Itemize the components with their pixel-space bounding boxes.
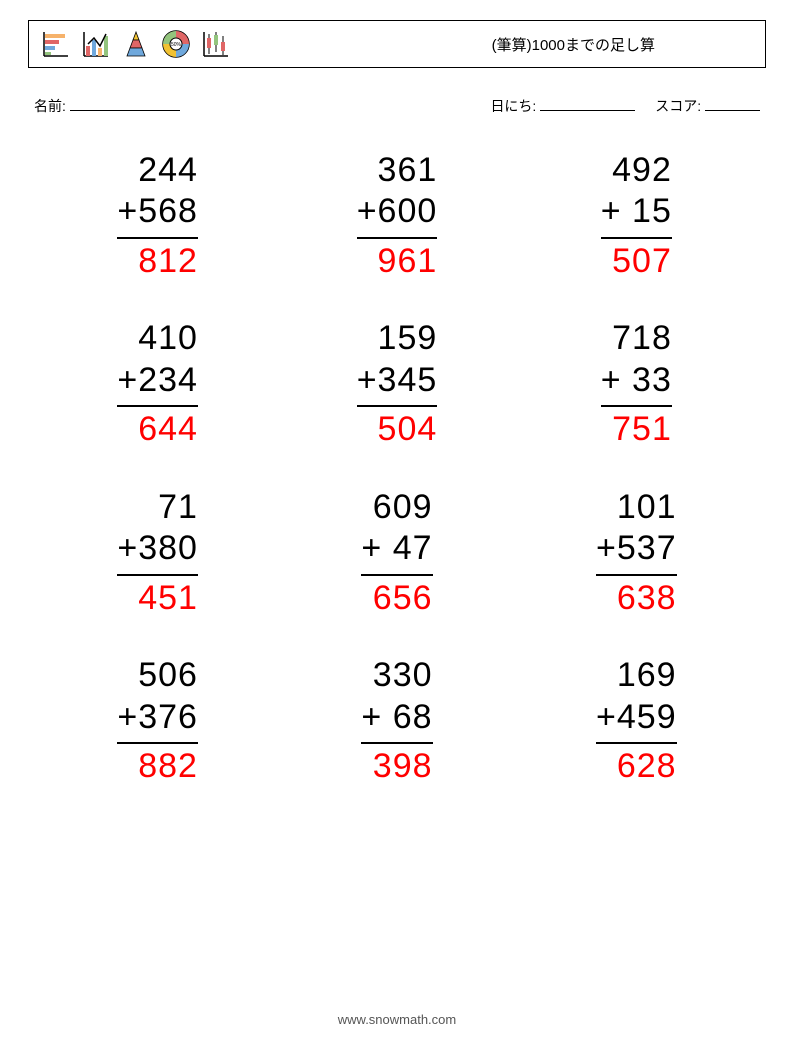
addend-top: 718	[601, 318, 672, 359]
addend-bottom: +380	[117, 528, 198, 569]
answer: 504	[357, 409, 438, 450]
name-label: 名前:	[34, 98, 66, 114]
addend-top: 410	[117, 318, 198, 359]
problem-divider	[357, 405, 438, 407]
worksheet-title: (筆算)1000までの足し算	[492, 34, 755, 55]
problem: 361+600 961	[297, 150, 496, 282]
problem-divider	[361, 574, 432, 576]
problem-stack: 101+537 638	[596, 487, 677, 619]
date-blank	[540, 110, 635, 111]
problem: 101+537 638	[537, 487, 736, 619]
addend-top: 159	[357, 318, 438, 359]
answer: 882	[117, 746, 198, 787]
candlestick-icon	[199, 27, 233, 61]
problem-divider	[117, 405, 198, 407]
addend-top: 101	[596, 487, 677, 528]
footer-url: www.snowmath.com	[0, 1012, 794, 1027]
problem-stack: 244+568 812	[117, 150, 198, 282]
addend-bottom: + 33	[601, 360, 672, 401]
addend-bottom: +600	[357, 191, 438, 232]
answer: 961	[357, 241, 438, 282]
answer: 507	[601, 241, 672, 282]
addend-bottom: +537	[596, 528, 677, 569]
problem-stack: 410+234 644	[117, 318, 198, 450]
addend-top: 492	[601, 150, 672, 191]
problem: 410+234 644	[58, 318, 257, 450]
problem-stack: 159+345 504	[357, 318, 438, 450]
problem-divider	[596, 574, 677, 576]
problem: 492+ 15 507	[537, 150, 736, 282]
problem: 609+ 47 656	[297, 487, 496, 619]
score-blank	[705, 110, 760, 111]
meta-row: 名前: 日にち: スコア:	[28, 96, 766, 116]
problem: 244+568 812	[58, 150, 257, 282]
addend-bottom: +568	[117, 191, 198, 232]
addend-top: 361	[357, 150, 438, 191]
problem-stack: 330+ 68 398	[361, 655, 432, 787]
worksheet-page: 50% (筆算)1000までの足し算 名前:	[0, 0, 794, 788]
pyramid-icon	[119, 27, 153, 61]
answer: 628	[596, 746, 677, 787]
meta-date: 日にち:	[490, 96, 635, 116]
problem-stack: 169+459 628	[596, 655, 677, 787]
addend-top: 169	[596, 655, 677, 696]
header-icons: 50%	[39, 27, 233, 61]
addend-top: 330	[361, 655, 432, 696]
problem: 159+345 504	[297, 318, 496, 450]
problem-divider	[596, 742, 677, 744]
answer: 656	[361, 578, 432, 619]
problem-stack: 718+ 33 751	[601, 318, 672, 450]
problem-divider	[357, 237, 438, 239]
addend-top: 71	[117, 487, 198, 528]
addend-bottom: +345	[357, 360, 438, 401]
problem-divider	[361, 742, 432, 744]
addend-bottom: + 68	[361, 697, 432, 738]
problem-stack: 609+ 47 656	[361, 487, 432, 619]
name-blank	[70, 110, 180, 111]
meta-score: スコア:	[655, 96, 760, 116]
svg-text:50%: 50%	[171, 42, 182, 48]
column-chart-icon	[79, 27, 113, 61]
answer: 751	[601, 409, 672, 450]
problem-stack: 361+600 961	[357, 150, 438, 282]
problem: 169+459 628	[537, 655, 736, 787]
answer: 451	[117, 578, 198, 619]
header-box: 50% (筆算)1000までの足し算	[28, 20, 766, 68]
problem: 718+ 33 751	[537, 318, 736, 450]
addend-bottom: +459	[596, 697, 677, 738]
answer: 638	[596, 578, 677, 619]
addend-top: 244	[117, 150, 198, 191]
problem: 506+376 882	[58, 655, 257, 787]
addend-bottom: + 15	[601, 191, 672, 232]
problem-divider	[117, 574, 198, 576]
problem-stack: 492+ 15 507	[601, 150, 672, 282]
meta-name: 名前:	[34, 96, 180, 116]
problem-divider	[117, 237, 198, 239]
score-label: スコア:	[655, 98, 701, 114]
problem-divider	[601, 405, 672, 407]
donut-icon: 50%	[159, 27, 193, 61]
answer: 644	[117, 409, 198, 450]
problems-grid: 244+568 812 361+600 961 492+ 15 507 410+…	[28, 150, 766, 788]
problem: 330+ 68 398	[297, 655, 496, 787]
problem-stack: 506+376 882	[117, 655, 198, 787]
bar-chart-icon	[39, 27, 73, 61]
answer: 398	[361, 746, 432, 787]
addend-top: 609	[361, 487, 432, 528]
date-label: 日にち:	[490, 98, 536, 114]
addend-bottom: + 47	[361, 528, 432, 569]
addend-bottom: +234	[117, 360, 198, 401]
problem-divider	[601, 237, 672, 239]
addend-bottom: +376	[117, 697, 198, 738]
problem-stack: 71+380 451	[117, 487, 198, 619]
answer: 812	[117, 241, 198, 282]
addend-top: 506	[117, 655, 198, 696]
problem: 71+380 451	[58, 487, 257, 619]
problem-divider	[117, 742, 198, 744]
